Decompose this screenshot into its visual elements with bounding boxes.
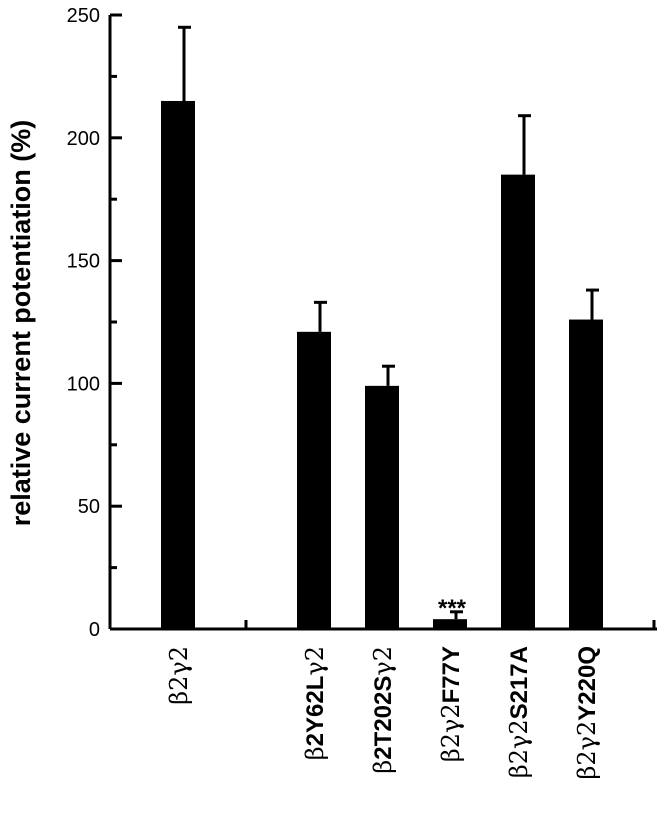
bar: [161, 100, 195, 629]
bars: [161, 100, 603, 629]
x-tick-label: β2Y62Lγ2: [301, 646, 329, 760]
bar: [569, 319, 603, 629]
y-tick-label: 250: [67, 5, 100, 27]
x-tick-label: β2γ2F77Y: [437, 646, 465, 762]
axes: 0 50 100 150 200 250: [67, 5, 657, 641]
y-tick-label: 50: [78, 496, 100, 518]
bar: [297, 331, 331, 629]
significance-annotation: ***: [438, 595, 467, 622]
annotations: ***: [438, 595, 467, 622]
x-tick-label: β2γ2S217A: [505, 646, 533, 778]
bar: [365, 385, 399, 629]
x-tick-label: β2γ2Y220Q: [573, 646, 601, 780]
y-tick-label: 0: [89, 619, 100, 641]
y-tick-label: 200: [67, 128, 100, 150]
x-tick-label: β2γ2: [165, 646, 193, 705]
x-tick-labels: β2γ2 β2Y62Lγ2 β2T202Sγ2 β2γ2F77Y β2γ2S217A β2…: [165, 646, 601, 780]
error-bars: [178, 25, 599, 620]
y-tick-label: 150: [67, 251, 100, 273]
bar: [433, 619, 467, 629]
y-axis-label: relative current potentiation (%): [6, 120, 36, 527]
bar: [501, 174, 535, 629]
x-tick-label: β2T202Sγ2: [369, 646, 397, 774]
y-tick-label: 100: [67, 373, 100, 395]
